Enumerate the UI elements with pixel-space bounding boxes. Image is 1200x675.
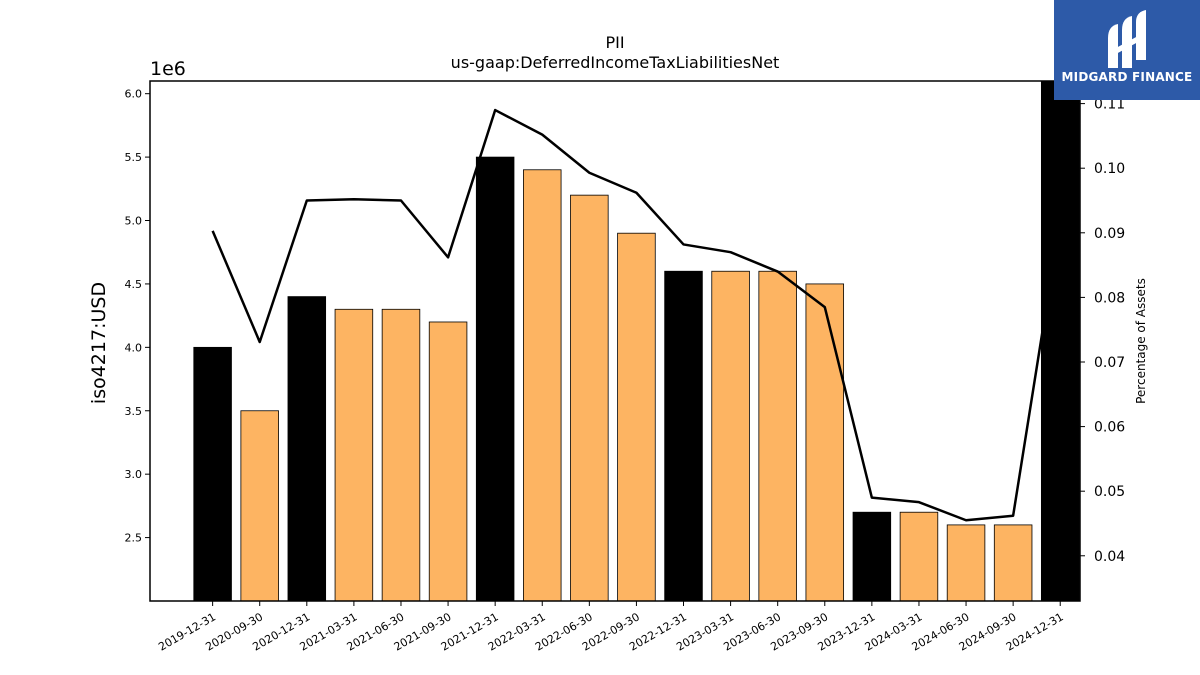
midgard-finance-logo: MIDGARD FINANCE bbox=[1054, 0, 1200, 100]
line-group bbox=[211, 108, 1062, 522]
y2-tick-label: 0.09 bbox=[1094, 226, 1125, 242]
y-tick-label: 3.5 bbox=[125, 405, 143, 418]
bar-2021-03-31 bbox=[334, 308, 374, 602]
y2-tick-label: 0.07 bbox=[1094, 355, 1125, 371]
y2-tick-label: 0.04 bbox=[1094, 549, 1125, 565]
y2-tick-label: 0.11 bbox=[1094, 97, 1125, 113]
bar-2021-06-30 bbox=[381, 308, 421, 602]
y-tick-label: 4.5 bbox=[125, 278, 143, 291]
bar-2023-12-31 bbox=[852, 511, 892, 602]
logo-mark-icon bbox=[1108, 10, 1146, 68]
bar-2023-06-30 bbox=[758, 270, 797, 602]
bar-2023-09-30 bbox=[805, 283, 845, 602]
y-axis-label: iso4217:USD bbox=[88, 282, 110, 404]
bar-2024-06-30 bbox=[946, 524, 986, 602]
bar-2022-06-30 bbox=[570, 194, 609, 602]
percentage-line bbox=[211, 108, 1062, 522]
bar-2020-12-31 bbox=[287, 296, 327, 602]
y-tick-label: 5.5 bbox=[125, 151, 143, 164]
y2-axis-label: Percentage of Assets bbox=[1134, 278, 1148, 404]
chart-title: PII bbox=[605, 33, 624, 52]
bar-2021-12-31 bbox=[475, 156, 515, 602]
bar-2022-09-30 bbox=[617, 232, 656, 602]
y2-tick-label: 0.06 bbox=[1094, 420, 1125, 436]
y-tick-label: 5.0 bbox=[125, 215, 143, 228]
bar-2024-12-31 bbox=[1040, 80, 1080, 602]
y-tick-label: 3.0 bbox=[125, 468, 143, 481]
y-axis-exponent: 1e6 bbox=[150, 58, 186, 80]
bar-2022-03-31 bbox=[523, 169, 562, 602]
bars-group bbox=[193, 80, 1080, 602]
bar-2020-09-30 bbox=[240, 410, 279, 602]
chart-subtitle: us-gaap:DeferredIncomeTaxLiabilitiesNet bbox=[451, 53, 780, 72]
bar-2023-03-31 bbox=[711, 270, 750, 602]
y-tick-label: 4.0 bbox=[125, 341, 143, 354]
y-tick-label: 6.0 bbox=[125, 88, 143, 101]
y2-tick-label: 0.05 bbox=[1094, 484, 1125, 500]
y2-tick-label: 0.08 bbox=[1094, 290, 1125, 306]
bar-2024-09-30 bbox=[993, 524, 1033, 602]
plot-frame bbox=[149, 80, 1081, 602]
y-tick-label: 2.5 bbox=[125, 532, 143, 545]
bar-2019-12-31 bbox=[193, 346, 232, 602]
y2-tick-label: 0.10 bbox=[1094, 161, 1125, 177]
logo-text: MIDGARD FINANCE bbox=[1061, 70, 1193, 84]
bar-2022-12-31 bbox=[664, 270, 703, 602]
bar-2021-09-30 bbox=[428, 321, 468, 602]
bar-2024-03-31 bbox=[899, 511, 939, 602]
